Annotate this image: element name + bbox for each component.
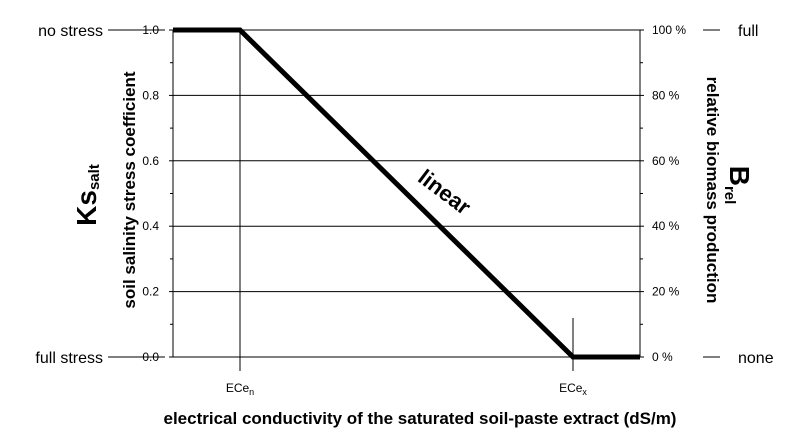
y-axis-symbol-main: Ks — [71, 190, 102, 226]
x-tick-label: ECen — [226, 381, 254, 397]
y2-tick-label: 100 % — [652, 23, 686, 37]
y-axis-symbol: Kssalt — [71, 164, 103, 226]
right-tick-labels: 0 % 20 % 40 % 60 % 80 % 100 % — [652, 23, 686, 364]
left-top-label: no stress — [38, 23, 103, 40]
gridlines — [169, 29, 644, 358]
left-tick-labels: 0.00.20.40.60.81.0 — [142, 23, 159, 364]
x-tick-label: ECex — [559, 381, 587, 397]
series-line — [173, 27, 640, 360]
y-axis-title: soil salinity stress coefficient — [120, 71, 139, 308]
y-tick-label: 0.6 — [142, 154, 159, 168]
y2-axis-symbol: Brel — [721, 166, 755, 205]
y2-tick-label: 0 % — [652, 350, 673, 364]
y2-axis-symbol-sub: rel — [721, 186, 738, 204]
y2-tick-label: 40 % — [652, 219, 680, 233]
y-tick-label: 0.8 — [142, 88, 159, 102]
y-axis-symbol-sub: salt — [86, 164, 103, 190]
y-tick-label: 0.2 — [142, 285, 159, 299]
y-tick-label: 0.4 — [142, 219, 159, 233]
y2-tick-label: 80 % — [652, 88, 680, 102]
right-top-label: full — [738, 23, 758, 40]
y2-tick-label: 60 % — [652, 154, 680, 168]
x-markers: ECen ECex — [226, 30, 587, 397]
x-axis-title: electrical conductivity of the saturated… — [164, 409, 677, 428]
left-bottom-label: full stress — [35, 350, 103, 367]
right-bottom-label: none — [738, 350, 774, 367]
y2-tick-label: 20 % — [652, 285, 680, 299]
y2-axis-symbol-main: B — [724, 166, 755, 186]
y2-axis-title: relative biomass production — [703, 77, 722, 304]
minor-ticks — [170, 62, 643, 325]
